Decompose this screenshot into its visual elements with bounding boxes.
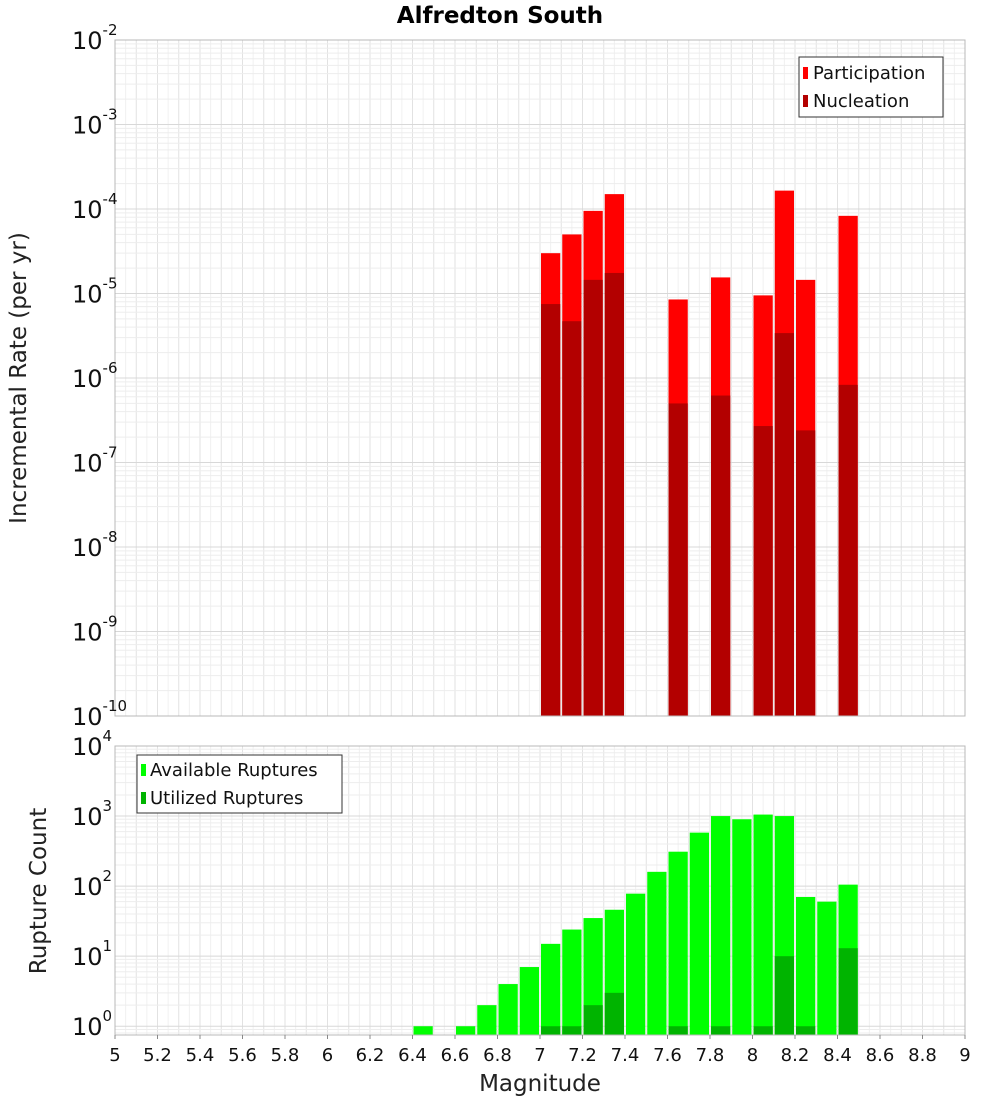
bar-available-ruptures — [668, 851, 688, 1035]
top-y-axis-label: Incremental Rate (per yr) — [6, 232, 32, 524]
bar-utilized-ruptures — [562, 1026, 582, 1035]
bar-utilized-ruptures — [583, 1005, 603, 1035]
legend-swatch-available — [141, 764, 146, 776]
bar-available-ruptures — [732, 819, 752, 1035]
bottom-panel: 100 101 102 103 104 5 5.2 5.4 5.6 5.8 6 6.2 6.4 6.6 6… — [26, 727, 971, 1097]
bar-nucleation — [753, 426, 773, 716]
x-tick-label: 5 — [109, 1045, 120, 1066]
legend-swatch-utilized — [141, 792, 146, 804]
x-tick-label: 7 — [534, 1045, 545, 1066]
bar-utilized-ruptures — [753, 1026, 773, 1035]
bar-utilized-ruptures — [668, 1026, 688, 1035]
bottom-legend-box — [136, 754, 343, 814]
y-tick-label: 10-10 — [72, 697, 127, 731]
bottom-y-tick-labels: 100 101 102 103 104 — [72, 727, 112, 1041]
bar-available-ruptures — [689, 832, 709, 1035]
bar-nucleation — [711, 395, 731, 716]
bar-available-ruptures — [796, 896, 816, 1035]
bar-available-ruptures — [626, 893, 646, 1035]
x-tick-label: 8.2 — [781, 1045, 810, 1066]
top-panel: 10-10 10-9 10-8 10-7 10-6 10-5 10-4 10-3 10-2 In… — [6, 21, 966, 731]
top-legend: Participation Nucleation — [798, 56, 944, 118]
bar-utilized-ruptures — [604, 992, 624, 1035]
x-tick-label: 9 — [959, 1045, 970, 1066]
x-tick-label: 5.2 — [143, 1045, 172, 1066]
x-tick-label: 6 — [322, 1045, 333, 1066]
bottom-legend: Available Ruptures Utilized Ruptures — [136, 754, 343, 814]
y-tick-label: 104 — [72, 727, 112, 761]
bar-available-ruptures — [413, 1026, 433, 1035]
x-tick-label: 5.6 — [228, 1045, 257, 1066]
bar-available-ruptures — [477, 1005, 497, 1035]
bar-nucleation — [583, 279, 603, 716]
bottom-y-axis-label: Rupture Count — [26, 808, 52, 974]
bar-nucleation — [838, 384, 858, 716]
x-tick-label: 8 — [747, 1045, 758, 1066]
bar-nucleation — [604, 272, 624, 716]
x-tick-label: 6.8 — [483, 1045, 512, 1066]
y-tick-label: 100 — [72, 1007, 112, 1041]
x-tick-label: 8.8 — [908, 1045, 937, 1066]
bar-available-ruptures — [753, 814, 773, 1035]
chart-title: Alfredton South — [397, 3, 603, 29]
legend-label-utilized: Utilized Ruptures — [150, 788, 303, 809]
bottom-bars — [413, 814, 858, 1035]
bar-available-ruptures — [647, 871, 667, 1035]
bar-available-ruptures — [711, 816, 731, 1035]
x-tick-label: 7.8 — [696, 1045, 725, 1066]
top-legend-box — [798, 56, 944, 118]
legend-label-participation: Participation — [813, 63, 925, 84]
x-tick-label: 5.8 — [271, 1045, 300, 1066]
bar-available-ruptures — [519, 967, 539, 1035]
y-tick-label: 10-2 — [72, 21, 118, 55]
y-tick-label: 10-7 — [72, 444, 118, 478]
bar-nucleation — [668, 403, 688, 716]
top-bars — [541, 190, 858, 717]
y-tick-label: 10-5 — [72, 275, 118, 309]
legend-label-nucleation: Nucleation — [813, 91, 909, 112]
x-tick-labels: 5 5.2 5.4 5.6 5.8 6 6.2 6.4 6.6 6.8 7 7.2 7.4 7.6 7.8 8… — [109, 1035, 971, 1066]
bar-nucleation — [541, 304, 561, 716]
legend-swatch-nucleation — [803, 95, 808, 107]
top-plot-frame — [114, 39, 966, 717]
top-y-tick-labels: 10-10 10-9 10-8 10-7 10-6 10-5 10-4 10-3 10-2 — [72, 21, 127, 731]
bar-utilized-ruptures — [711, 1026, 731, 1035]
x-tick-label: 5.4 — [186, 1045, 215, 1066]
y-tick-label: 10-4 — [72, 190, 118, 224]
x-tick-label: 8.6 — [866, 1045, 895, 1066]
bar-available-ruptures — [498, 984, 518, 1035]
top-gridlines — [114, 40, 966, 717]
bar-utilized-ruptures — [796, 1026, 816, 1035]
x-tick-label: 6.6 — [441, 1045, 470, 1066]
x-tick-label: 6.4 — [398, 1045, 427, 1066]
bar-available-ruptures — [541, 943, 561, 1035]
legend-swatch-participation — [803, 67, 808, 79]
x-tick-label: 7.2 — [568, 1045, 597, 1066]
bar-available-ruptures — [817, 901, 837, 1035]
x-tick-label: 8.4 — [823, 1045, 852, 1066]
x-tick-label: 6.2 — [356, 1045, 385, 1066]
x-tick-label: 7.4 — [611, 1045, 640, 1066]
y-tick-label: 10-3 — [72, 106, 118, 140]
bar-utilized-ruptures — [838, 948, 858, 1035]
y-tick-label: 101 — [72, 937, 112, 971]
bar-available-ruptures — [562, 929, 582, 1035]
y-tick-label: 10-8 — [72, 528, 118, 562]
bar-nucleation — [774, 333, 794, 716]
bar-available-ruptures — [456, 1026, 476, 1035]
bar-nucleation — [796, 430, 816, 716]
y-tick-label: 10-6 — [72, 359, 118, 393]
bar-utilized-ruptures — [541, 1026, 561, 1035]
y-tick-label: 10-9 — [72, 613, 118, 647]
bar-nucleation — [562, 321, 582, 716]
y-tick-label: 103 — [72, 797, 112, 831]
legend-label-available: Available Ruptures — [150, 760, 318, 781]
x-axis-label: Magnitude — [479, 1071, 601, 1097]
bar-utilized-ruptures — [774, 956, 794, 1035]
y-tick-label: 102 — [72, 867, 112, 901]
x-tick-label: 7.6 — [653, 1045, 682, 1066]
